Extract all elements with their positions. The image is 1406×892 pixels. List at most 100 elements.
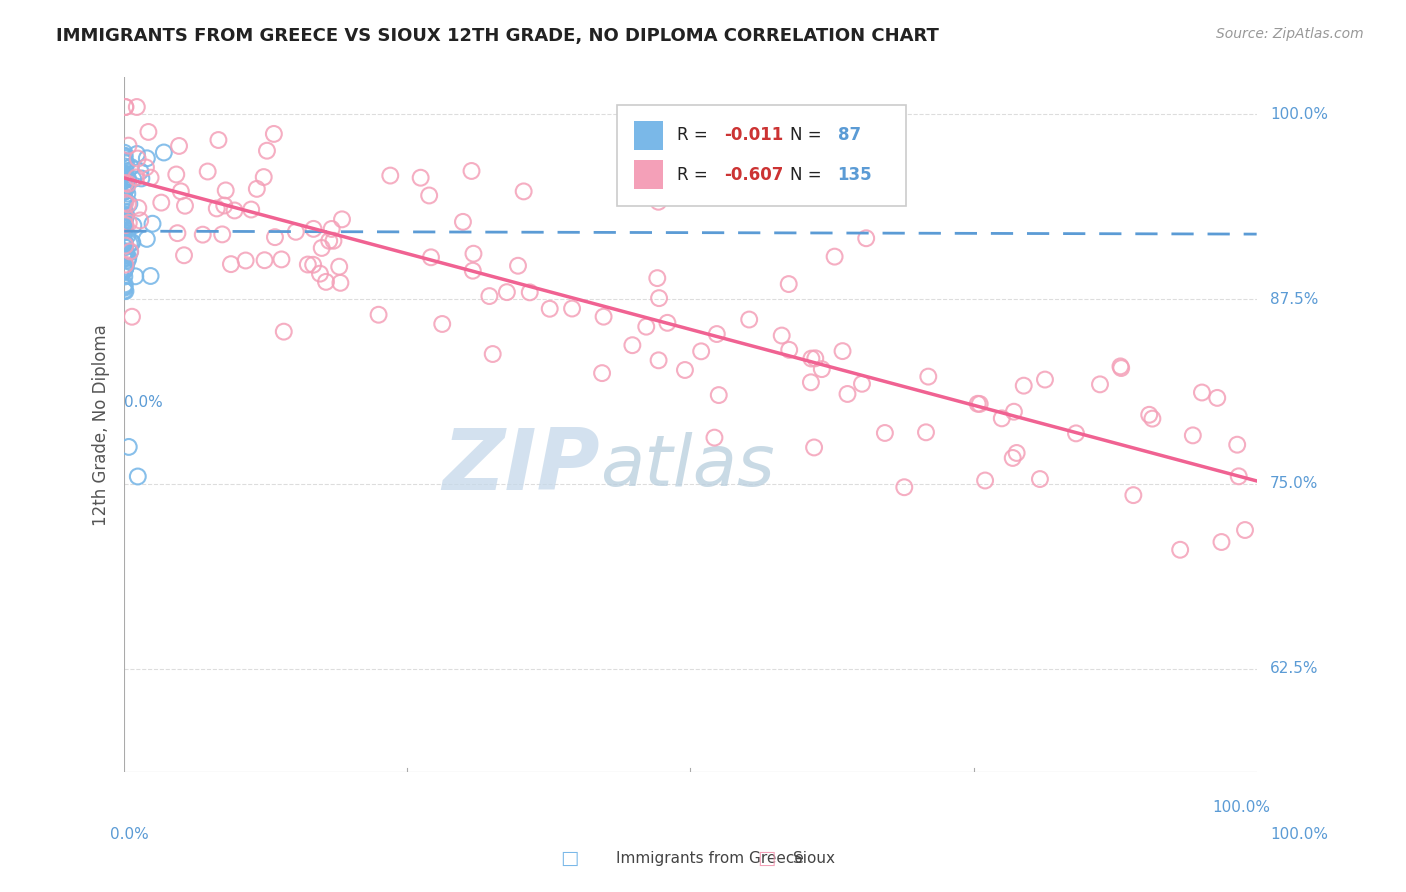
Point <box>112 214 135 228</box>
Point <box>1206 391 1229 405</box>
Point <box>212 198 235 212</box>
Point <box>270 252 292 267</box>
Point <box>246 182 269 196</box>
Point <box>235 253 257 268</box>
Text: atlas: atlas <box>600 432 775 501</box>
Point <box>114 176 136 190</box>
Point <box>1211 535 1233 549</box>
Point <box>117 197 139 211</box>
Text: N =: N = <box>790 126 827 145</box>
Text: ZIP: ZIP <box>443 425 600 508</box>
Point <box>117 138 139 153</box>
Point <box>139 170 162 185</box>
Point <box>114 218 136 232</box>
Point <box>253 253 276 268</box>
Point <box>112 252 135 266</box>
Point <box>112 168 135 182</box>
Point <box>117 171 139 186</box>
Point <box>205 202 228 216</box>
Point <box>800 351 823 366</box>
Point <box>125 170 148 185</box>
Text: 100.0%: 100.0% <box>1271 827 1329 841</box>
Point <box>284 225 307 239</box>
Point <box>112 185 135 199</box>
Point <box>114 261 136 276</box>
Point <box>112 215 135 229</box>
Point <box>322 234 344 248</box>
Point <box>125 147 148 161</box>
Point <box>264 230 287 244</box>
Point <box>224 203 246 218</box>
Point <box>117 253 139 268</box>
Point <box>855 231 877 245</box>
Point <box>112 167 135 181</box>
Point <box>706 326 728 341</box>
Point <box>512 185 534 199</box>
Point <box>481 347 503 361</box>
Point <box>112 219 135 233</box>
Point <box>112 185 135 199</box>
Point <box>112 284 135 298</box>
Point <box>703 431 725 445</box>
Point <box>114 212 136 227</box>
Point <box>1001 450 1024 465</box>
Point <box>837 387 859 401</box>
Point <box>112 167 135 181</box>
Point <box>302 222 325 236</box>
Point <box>115 180 138 194</box>
Text: 87.5%: 87.5% <box>1270 292 1319 307</box>
Point <box>122 219 145 233</box>
Point <box>166 226 188 240</box>
Point <box>114 245 136 260</box>
Point <box>117 228 139 243</box>
Point <box>253 170 276 185</box>
Point <box>120 160 142 174</box>
Point <box>112 149 135 163</box>
Point <box>114 169 136 183</box>
Point <box>114 173 136 187</box>
Text: 100.0%: 100.0% <box>1212 800 1270 815</box>
Point <box>112 279 135 293</box>
Point <box>893 480 915 494</box>
Point <box>153 145 176 160</box>
Point <box>506 259 529 273</box>
Point <box>112 249 135 263</box>
Point <box>118 440 141 454</box>
Point <box>738 312 761 326</box>
Point <box>114 195 136 210</box>
Point <box>1029 472 1052 486</box>
Point <box>645 271 668 285</box>
Point <box>273 325 295 339</box>
Point <box>121 235 143 250</box>
Point <box>112 211 135 226</box>
Point <box>135 232 157 246</box>
Point <box>114 208 136 222</box>
Text: 75.0%: 75.0% <box>1270 476 1319 491</box>
Point <box>114 258 136 272</box>
Point <box>380 169 402 183</box>
Point <box>969 397 991 411</box>
Point <box>114 244 136 259</box>
Point <box>112 145 135 160</box>
Point <box>496 285 519 300</box>
Point <box>1002 405 1025 419</box>
Point <box>831 344 853 359</box>
Point <box>811 362 834 376</box>
Point <box>538 301 561 316</box>
Point <box>112 263 135 277</box>
Point <box>135 161 157 175</box>
Point <box>124 269 146 284</box>
Text: 0.0%: 0.0% <box>110 827 149 841</box>
Point <box>114 240 136 254</box>
Point <box>197 164 219 178</box>
Point <box>1088 377 1111 392</box>
Point <box>114 154 136 169</box>
Point <box>112 195 135 210</box>
Point <box>112 180 135 194</box>
Point <box>804 351 827 366</box>
Point <box>770 328 793 343</box>
Point <box>432 317 454 331</box>
Text: -0.607: -0.607 <box>724 166 783 184</box>
Text: 135: 135 <box>838 166 872 184</box>
Text: R =: R = <box>676 126 713 145</box>
